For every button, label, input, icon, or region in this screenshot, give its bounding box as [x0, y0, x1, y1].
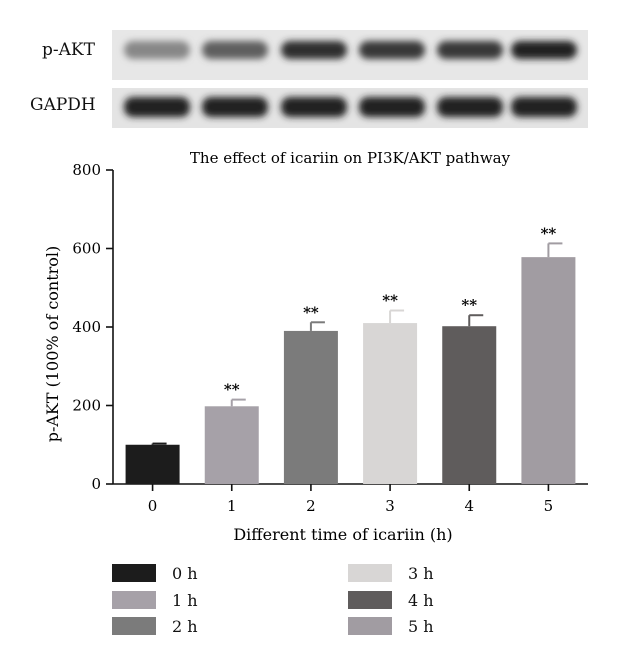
- blot-band: [359, 97, 425, 117]
- blot-strip-gapdh: [112, 88, 588, 128]
- significance-label: **: [303, 303, 319, 321]
- blot-band: [281, 97, 347, 117]
- y-axis-label: p-AKT (100% of control): [43, 246, 62, 443]
- significance-label: **: [382, 292, 398, 310]
- blot-band: [511, 41, 577, 59]
- bar: [442, 326, 497, 484]
- legend-swatch: [112, 617, 156, 635]
- blot-band: [437, 41, 503, 59]
- blot-strip-p-akt: [112, 30, 588, 80]
- blot-band: [437, 97, 503, 117]
- blot-band: [124, 97, 190, 117]
- legend-item: 5 h: [348, 616, 434, 636]
- y-tick-label: 400: [72, 318, 101, 336]
- legend-label: 4 h: [408, 590, 434, 610]
- legend-item: 1 h: [112, 590, 198, 610]
- x-tick-label: 1: [227, 497, 237, 515]
- blot-band: [359, 41, 425, 59]
- legend-swatch: [348, 564, 392, 582]
- legend-label: 5 h: [408, 616, 434, 636]
- x-axis-label: Different time of icariin (h): [233, 525, 452, 544]
- chart-title: The effect of icariin on PI3K/AKT pathwa…: [190, 149, 511, 167]
- legend-item: 3 h: [348, 563, 434, 583]
- western-blot-panel: p-AKT GAPDH: [0, 0, 618, 140]
- y-tick-label: 0: [91, 475, 101, 493]
- legend-label: 2 h: [172, 616, 198, 636]
- blot-label-p-akt: p-AKT: [42, 40, 95, 60]
- legend-item: 2 h: [112, 616, 198, 636]
- y-tick-label: 600: [72, 240, 101, 258]
- blot-band: [511, 97, 577, 117]
- legend-item: 4 h: [348, 590, 434, 610]
- legend-label: 0 h: [172, 563, 198, 583]
- bar: [363, 323, 418, 484]
- significance-label: **: [461, 296, 477, 314]
- legend-swatch: [348, 617, 392, 635]
- blot-band: [124, 41, 190, 59]
- y-tick-label: 200: [72, 397, 101, 415]
- legend-swatch: [112, 564, 156, 582]
- legend-label: 1 h: [172, 590, 198, 610]
- bar: [125, 444, 180, 484]
- legend-item: 0 h: [112, 563, 198, 583]
- bar: [283, 330, 338, 484]
- bar: [204, 406, 259, 484]
- significance-label: **: [224, 381, 240, 399]
- x-tick-label: 5: [544, 497, 554, 515]
- blot-band: [202, 41, 268, 59]
- bar: [521, 257, 576, 484]
- legend-swatch: [112, 591, 156, 609]
- x-tick-label: 0: [148, 497, 158, 515]
- blot-band: [281, 41, 347, 59]
- legend-swatch: [348, 591, 392, 609]
- x-tick-label: 3: [385, 497, 395, 515]
- x-tick-label: 4: [464, 497, 474, 515]
- blot-label-gapdh: GAPDH: [30, 95, 96, 115]
- bar-chart: The effect of icariin on PI3K/AKT pathwa…: [43, 149, 588, 544]
- blot-image: [112, 30, 588, 128]
- blot-band: [202, 97, 268, 117]
- x-tick-label: 2: [306, 497, 316, 515]
- significance-label: **: [541, 224, 557, 242]
- legend-label: 3 h: [408, 563, 434, 583]
- y-tick-label: 800: [72, 161, 101, 179]
